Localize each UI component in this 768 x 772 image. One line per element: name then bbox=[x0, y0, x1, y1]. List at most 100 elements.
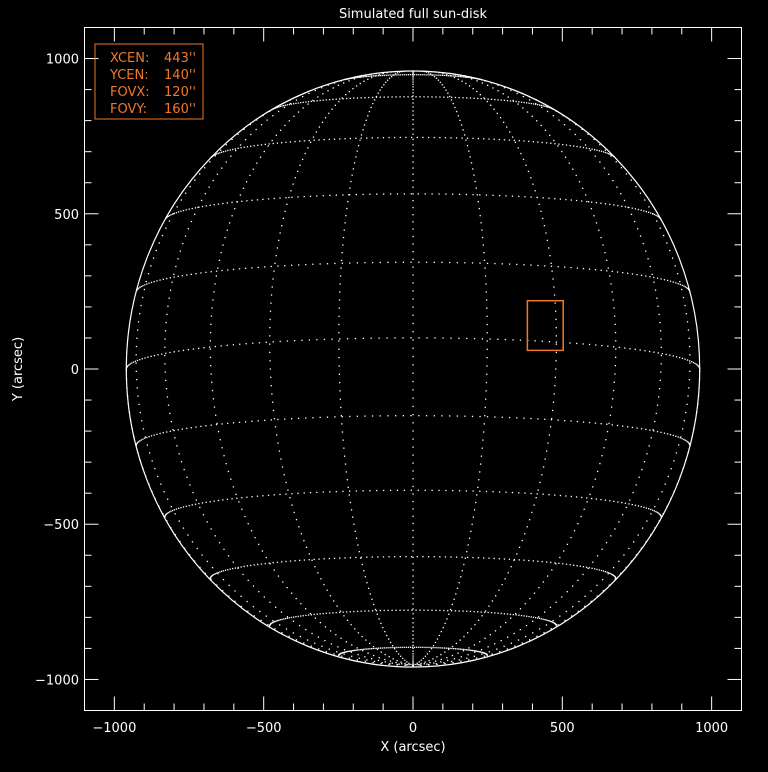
grid-dot bbox=[366, 581, 368, 584]
grid-dot bbox=[343, 653, 345, 655]
grid-dot bbox=[311, 559, 313, 562]
grid-dot bbox=[536, 493, 538, 495]
grid-dot bbox=[387, 415, 389, 417]
grid-dot bbox=[319, 621, 322, 624]
grid-dot bbox=[440, 658, 442, 661]
grid-dot bbox=[281, 632, 283, 634]
grid-dot bbox=[621, 205, 623, 207]
grid-dot bbox=[593, 215, 595, 217]
grid-dot bbox=[465, 82, 467, 85]
grid-dot bbox=[487, 98, 489, 100]
y-tick-label: 1000 bbox=[46, 53, 79, 68]
grid-dot bbox=[412, 653, 414, 655]
grid-dot bbox=[461, 80, 463, 82]
grid-dot bbox=[217, 267, 219, 269]
grid-dot bbox=[601, 455, 603, 457]
grid-dot bbox=[530, 492, 532, 495]
grid-dot bbox=[288, 617, 291, 619]
grid-dot bbox=[204, 167, 206, 169]
grid-dot bbox=[636, 427, 638, 429]
grid-dot bbox=[191, 504, 193, 506]
grid-dot bbox=[247, 610, 249, 612]
grid-dot bbox=[445, 489, 447, 492]
grid-dot bbox=[370, 337, 372, 339]
grid-dot bbox=[625, 173, 628, 175]
grid-dot bbox=[234, 148, 237, 150]
grid-dot bbox=[318, 558, 320, 560]
grid-dot bbox=[512, 339, 514, 341]
grid-dot bbox=[688, 337, 690, 339]
grid-dot bbox=[412, 71, 414, 74]
grid-dot bbox=[366, 137, 368, 139]
grid-dot bbox=[660, 338, 662, 340]
grid-dot bbox=[279, 493, 281, 496]
grid-dot bbox=[454, 106, 456, 109]
grid-dot bbox=[481, 615, 483, 617]
grid-dot bbox=[588, 567, 590, 569]
grid-dot bbox=[506, 99, 509, 102]
grid-dot bbox=[349, 137, 352, 140]
grid-dot bbox=[412, 659, 414, 661]
grid-dot bbox=[285, 560, 287, 563]
grid-dot bbox=[389, 489, 392, 492]
grid-dot bbox=[570, 266, 572, 269]
grid-dot bbox=[522, 107, 524, 109]
grid-dot bbox=[412, 200, 414, 202]
grid-dot bbox=[364, 97, 366, 99]
grid-dot bbox=[508, 558, 511, 560]
info-value-fovx: 120'' bbox=[164, 85, 196, 100]
grid-dot bbox=[479, 262, 481, 264]
grid-dot bbox=[345, 471, 348, 473]
grid-dot bbox=[258, 342, 261, 344]
grid-dot bbox=[457, 115, 459, 117]
grid-dot bbox=[491, 600, 494, 602]
grid-dot bbox=[553, 294, 556, 296]
grid-dot bbox=[348, 194, 350, 196]
grid-dot bbox=[498, 558, 501, 560]
grid-dot bbox=[397, 653, 400, 655]
grid-dot bbox=[466, 556, 469, 559]
grid-dot bbox=[423, 663, 426, 665]
grid-dot bbox=[576, 565, 578, 567]
grid-dot bbox=[424, 193, 426, 195]
grid-dot bbox=[544, 129, 547, 131]
grid-dot bbox=[313, 139, 315, 141]
grid-dot bbox=[395, 661, 397, 664]
grid-dot bbox=[245, 181, 248, 183]
grid-dot bbox=[410, 193, 412, 195]
grid-dot bbox=[319, 99, 321, 102]
grid-dot bbox=[154, 468, 156, 470]
grid-dot bbox=[339, 610, 342, 612]
grid-dot bbox=[660, 278, 662, 280]
grid-dot bbox=[238, 421, 241, 423]
grid-dot bbox=[511, 136, 514, 138]
grid-dot bbox=[369, 648, 371, 650]
grid-dot bbox=[353, 162, 356, 164]
grid-dot bbox=[615, 340, 617, 342]
grid-dot bbox=[214, 155, 216, 157]
grid-dot bbox=[302, 95, 304, 98]
grid-dot bbox=[341, 423, 343, 425]
grid-dot bbox=[482, 651, 484, 654]
grid-dot bbox=[478, 479, 480, 481]
grid-dot bbox=[142, 438, 144, 440]
grid-dot bbox=[477, 650, 480, 653]
grid-dot bbox=[591, 148, 593, 150]
grid-dot bbox=[278, 624, 281, 626]
grid-dot bbox=[214, 535, 216, 537]
grid-dot bbox=[464, 415, 466, 417]
grid-dot bbox=[156, 280, 158, 282]
grid-dot bbox=[675, 452, 678, 454]
grid-dot bbox=[150, 355, 152, 358]
grid-dot bbox=[412, 522, 414, 525]
grid-dot bbox=[253, 615, 256, 617]
grid-dot bbox=[286, 104, 289, 106]
grid-dot bbox=[197, 206, 199, 209]
grid-dot bbox=[334, 416, 336, 418]
grid-dot bbox=[396, 489, 399, 491]
grid-dot bbox=[518, 101, 520, 103]
grid-dot bbox=[140, 439, 143, 441]
grid-dot bbox=[298, 417, 300, 420]
grid-dot bbox=[472, 168, 474, 170]
grid-dot bbox=[569, 144, 571, 147]
